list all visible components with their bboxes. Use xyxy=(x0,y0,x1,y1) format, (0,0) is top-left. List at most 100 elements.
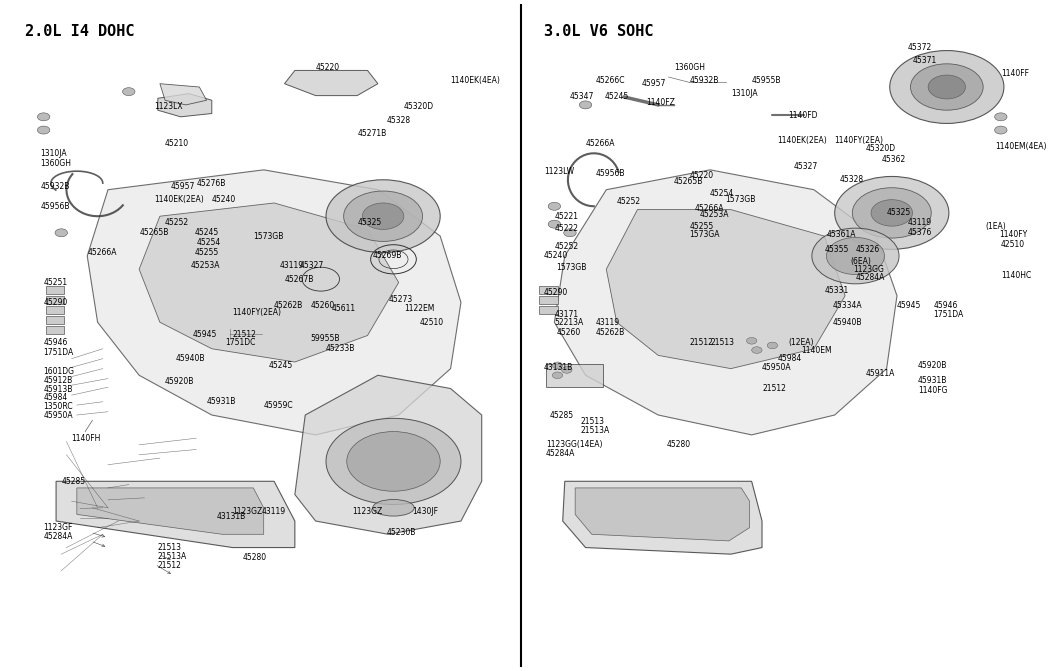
Bar xyxy=(46,326,65,334)
Text: 45245: 45245 xyxy=(604,93,628,101)
Text: 1140FY(2EA): 1140FY(2EA) xyxy=(835,136,884,144)
Text: 1751DA: 1751DA xyxy=(934,310,963,319)
Text: 21512: 21512 xyxy=(232,329,257,339)
Circle shape xyxy=(747,338,756,344)
Text: 45266A: 45266A xyxy=(695,204,724,213)
Text: 21512: 21512 xyxy=(158,561,181,570)
Text: (6EA): (6EA) xyxy=(850,257,871,266)
Text: 45957: 45957 xyxy=(642,79,666,88)
Text: 1751DC: 1751DC xyxy=(225,338,256,347)
Circle shape xyxy=(549,220,560,228)
Circle shape xyxy=(852,188,932,238)
Text: 59955B: 59955B xyxy=(311,334,340,344)
Text: 45220: 45220 xyxy=(315,62,340,72)
Circle shape xyxy=(553,372,562,378)
Text: 45233B: 45233B xyxy=(326,344,355,353)
Text: 1140FH: 1140FH xyxy=(72,433,101,443)
Text: 45251: 45251 xyxy=(44,278,68,287)
Text: 45253A: 45253A xyxy=(191,262,221,270)
Text: 45265B: 45265B xyxy=(139,228,169,238)
Text: 45355: 45355 xyxy=(824,245,849,254)
Text: 21512: 21512 xyxy=(762,384,786,393)
Text: 45290: 45290 xyxy=(44,298,68,307)
Text: 45271B: 45271B xyxy=(358,129,386,138)
Text: 2.0L I4 DOHC: 2.0L I4 DOHC xyxy=(24,24,135,39)
Text: 1140FD: 1140FD xyxy=(788,111,817,120)
Text: 1573GA: 1573GA xyxy=(690,230,719,240)
Text: 1122EM: 1122EM xyxy=(404,305,434,313)
Text: 45252: 45252 xyxy=(166,218,189,227)
Text: 1123GG(14EA): 1123GG(14EA) xyxy=(546,440,603,450)
Text: 45931B: 45931B xyxy=(207,397,236,406)
Text: 45940B: 45940B xyxy=(175,354,205,363)
Circle shape xyxy=(549,202,560,210)
Text: 45326: 45326 xyxy=(855,245,880,254)
Text: 45347: 45347 xyxy=(570,93,594,101)
Polygon shape xyxy=(606,209,845,368)
Text: 45260: 45260 xyxy=(556,327,580,337)
Text: 45284A: 45284A xyxy=(855,273,885,282)
Circle shape xyxy=(767,342,778,349)
Text: 45957: 45957 xyxy=(170,182,194,191)
Text: 42510: 42510 xyxy=(1001,240,1025,248)
Text: 45222: 45222 xyxy=(555,223,578,233)
Text: 45940B: 45940B xyxy=(833,318,863,327)
Polygon shape xyxy=(160,84,207,105)
Text: 45240: 45240 xyxy=(212,195,236,204)
Bar xyxy=(46,287,65,295)
Text: 21513A: 21513A xyxy=(158,552,187,561)
Text: 45262B: 45262B xyxy=(274,301,303,310)
Text: 45920B: 45920B xyxy=(166,377,194,386)
Text: 1140FF: 1140FF xyxy=(1001,69,1029,79)
Text: 45280: 45280 xyxy=(666,440,691,450)
Text: 21513: 21513 xyxy=(158,543,181,552)
Text: 45946: 45946 xyxy=(44,338,68,347)
Text: 45950A: 45950A xyxy=(762,363,792,372)
Text: 1140HC: 1140HC xyxy=(1001,271,1031,280)
Text: 45240: 45240 xyxy=(544,252,569,260)
Text: 52213A: 52213A xyxy=(555,318,584,327)
Circle shape xyxy=(561,366,572,373)
Text: (12EA): (12EA) xyxy=(788,338,814,347)
Text: 1123GF: 1123GF xyxy=(44,523,73,532)
Text: 45284A: 45284A xyxy=(44,532,73,541)
Text: 45945: 45945 xyxy=(193,329,218,339)
Bar xyxy=(46,297,65,305)
Text: 45328: 45328 xyxy=(840,175,864,185)
Text: 45912B: 45912B xyxy=(44,376,73,385)
Text: 43119: 43119 xyxy=(596,318,620,327)
Circle shape xyxy=(994,113,1007,121)
Text: 45325: 45325 xyxy=(358,218,381,227)
Text: 45913B: 45913B xyxy=(44,384,73,394)
Text: 45362: 45362 xyxy=(882,156,906,164)
Bar xyxy=(539,287,557,295)
Text: 45320D: 45320D xyxy=(404,103,434,111)
Polygon shape xyxy=(575,488,749,541)
Text: 1140FZ: 1140FZ xyxy=(646,98,675,107)
Text: 45920B: 45920B xyxy=(918,361,947,370)
Polygon shape xyxy=(284,70,378,95)
Text: 45267B: 45267B xyxy=(284,274,314,284)
Text: 45334A: 45334A xyxy=(833,301,863,310)
Text: 1573GB: 1573GB xyxy=(254,231,283,241)
Text: 1573GB: 1573GB xyxy=(556,264,587,272)
Text: 45376: 45376 xyxy=(907,228,932,238)
Circle shape xyxy=(347,431,440,491)
Text: 43119: 43119 xyxy=(262,507,285,515)
Text: 45276B: 45276B xyxy=(196,178,226,188)
Text: 43131B: 43131B xyxy=(544,363,573,372)
Text: 45911A: 45911A xyxy=(866,370,895,378)
Text: 1140EM(4EA): 1140EM(4EA) xyxy=(995,142,1047,151)
Text: 45210: 45210 xyxy=(166,139,189,148)
Text: 1140EK(2EA): 1140EK(2EA) xyxy=(155,195,205,204)
Text: 1140FY: 1140FY xyxy=(998,230,1027,240)
Circle shape xyxy=(871,200,912,226)
Text: 45331: 45331 xyxy=(824,286,849,295)
Text: 45290: 45290 xyxy=(544,288,569,297)
Text: 45946: 45946 xyxy=(934,301,958,310)
Text: 45328: 45328 xyxy=(386,115,411,125)
Text: 45959C: 45959C xyxy=(264,401,293,409)
Polygon shape xyxy=(555,170,897,435)
Text: 45262B: 45262B xyxy=(596,327,625,337)
Text: 1123GG: 1123GG xyxy=(853,265,884,274)
